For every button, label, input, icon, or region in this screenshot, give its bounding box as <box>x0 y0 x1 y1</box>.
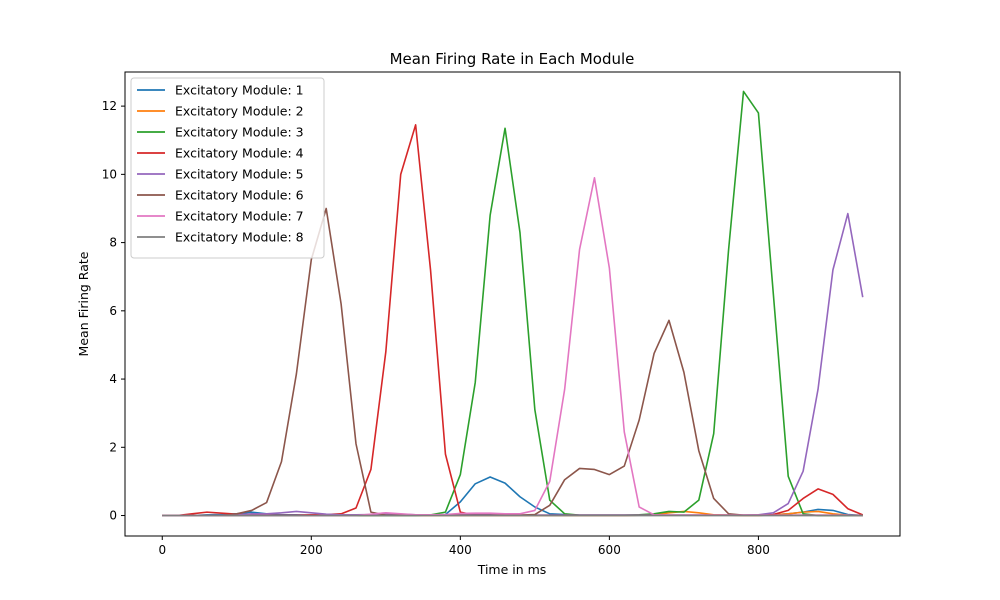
legend-label: Excitatory Module: 5 <box>175 167 304 182</box>
y-tick-label: 8 <box>109 236 117 250</box>
y-tick-label: 4 <box>109 372 117 386</box>
x-tick-label: 600 <box>598 543 621 557</box>
x-tick-label: 800 <box>747 543 770 557</box>
x-axis-label: Time in ms <box>477 562 547 577</box>
y-tick-label: 2 <box>109 440 117 454</box>
legend-label: Excitatory Module: 2 <box>175 104 304 119</box>
series-line-module-1 <box>162 476 863 517</box>
legend-label: Excitatory Module: 3 <box>175 125 304 140</box>
x-axis-ticks: 0 200 400 600 800 <box>158 536 770 557</box>
legend-label: Excitatory Module: 1 <box>175 83 304 98</box>
legend-label: Excitatory Module: 7 <box>175 209 304 224</box>
x-tick-label: 0 <box>158 543 166 557</box>
series-line-module-5 <box>162 212 864 517</box>
legend-box <box>130 77 325 259</box>
legend-label: Excitatory Module: 6 <box>175 188 304 203</box>
y-tick-label: 0 <box>109 509 117 523</box>
legend: Excitatory Module: 1 Excitatory Module: 2… <box>130 77 325 259</box>
legend-label: Excitatory Module: 8 <box>175 230 304 245</box>
y-tick-label: 6 <box>109 304 117 318</box>
x-tick-label: 400 <box>449 543 472 557</box>
x-tick-label: 200 <box>300 543 323 557</box>
y-axis-ticks: 0 2 4 6 8 10 12 <box>102 99 125 523</box>
y-tick-label: 12 <box>102 99 117 113</box>
y-axis-label: Mean Firing Rate <box>76 251 91 356</box>
plot-frame <box>124 71 901 537</box>
chart-title: Mean Firing Rate in Each Module <box>390 50 635 68</box>
y-tick-label: 10 <box>102 167 117 181</box>
plot-lines <box>162 90 864 517</box>
legend-label: Excitatory Module: 4 <box>175 146 304 161</box>
